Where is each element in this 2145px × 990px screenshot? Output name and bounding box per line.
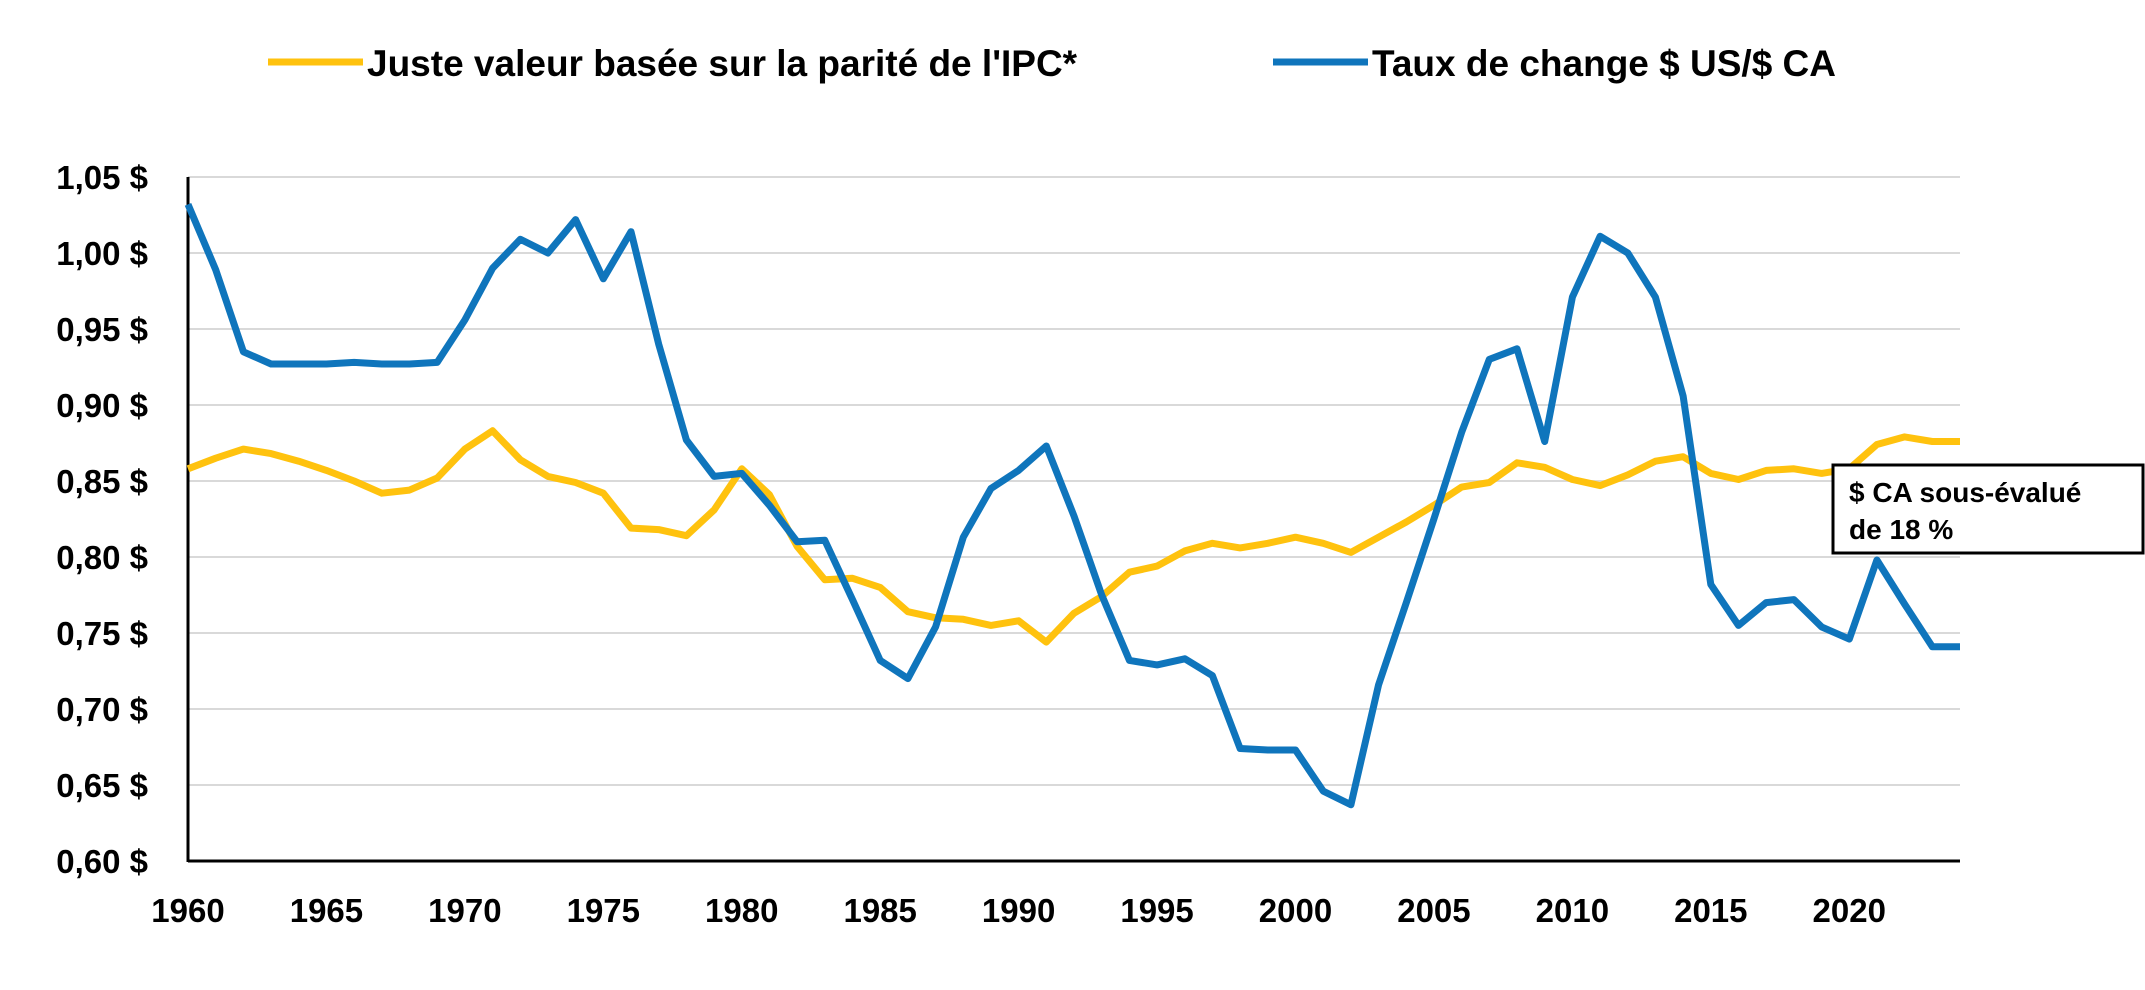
x-tick-label: 1980 (705, 892, 778, 929)
y-tick-label: 1,00 $ (56, 235, 148, 272)
y-tick-label: 0,95 $ (56, 311, 148, 348)
x-tick-label: 2005 (1397, 892, 1470, 929)
legend: Juste valeur basée sur la parité de l'IP… (268, 43, 1836, 84)
y-tick-label: 0,70 $ (56, 691, 148, 728)
x-tick-label: 2000 (1259, 892, 1332, 929)
legend-label-fair-value: Juste valeur basée sur la parité de l'IP… (367, 43, 1078, 84)
y-tick-label: 0,85 $ (56, 463, 148, 500)
axes (186, 177, 1960, 863)
x-tick-label: 2020 (1813, 892, 1886, 929)
y-tick-label: 0,80 $ (56, 539, 148, 576)
y-tick-label: 0,75 $ (56, 615, 148, 652)
y-axis-tick-labels: 0,60 $ 0,65 $ 0,70 $ 0,75 $ 0,80 $ 0,85 $ 0,90… (56, 159, 148, 880)
y-tick-label: 0,90 $ (56, 387, 148, 424)
annotation-box (1831, 463, 2145, 555)
x-tick-label: 1985 (843, 892, 916, 929)
x-tick-label: 2010 (1536, 892, 1609, 929)
legend-label-exchange-rate: Taux de change $ US/$ CA (1372, 43, 1836, 84)
series-layer (184, 203, 1960, 809)
x-tick-label: 1970 (428, 892, 501, 929)
x-tick-label: 2015 (1674, 892, 1747, 929)
annotation: $ CA sous-évalué de 18 % (1831, 463, 2145, 555)
annotation-line-2: de 18 % (1849, 514, 1953, 545)
gridlines (188, 176, 1960, 786)
y-tick-label: 1,05 $ (56, 159, 148, 196)
x-tick-label: 1965 (290, 892, 363, 929)
x-axis-tick-labels: 1960 1965 1970 1975 1980 1985 1990 1995 2000 2005… (151, 892, 1886, 929)
series-line-exchange-rate (184, 203, 1960, 809)
x-tick-label: 1990 (982, 892, 1055, 929)
x-tick-label: 1995 (1120, 892, 1193, 929)
annotation-line-1: $ CA sous-évalué (1849, 477, 2081, 508)
series-line-fair-value (186, 427, 1960, 646)
y-tick-label: 0,60 $ (56, 843, 148, 880)
x-tick-label: 1960 (151, 892, 224, 929)
y-tick-label: 0,65 $ (56, 767, 148, 804)
x-tick-label: 1975 (567, 892, 640, 929)
